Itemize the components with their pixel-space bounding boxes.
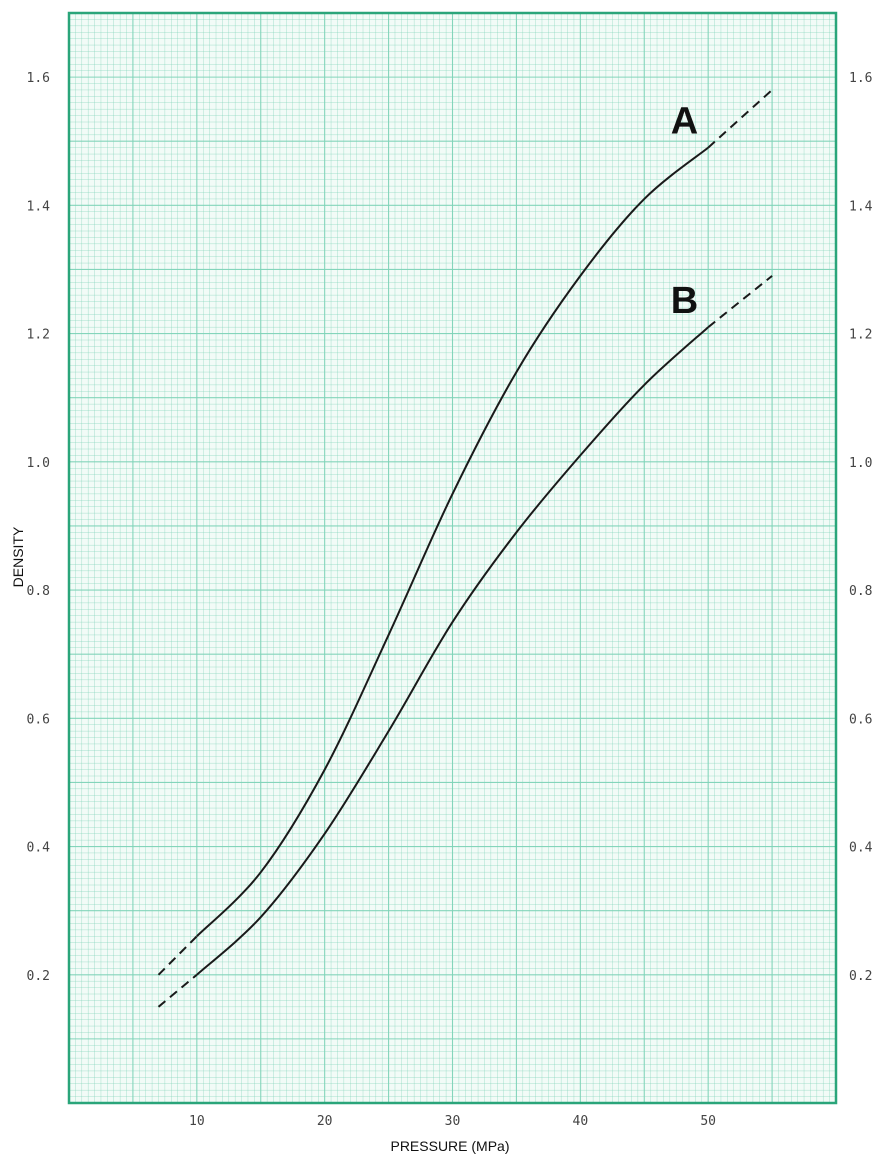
- series-a-dashed-end: [707, 89, 773, 149]
- series-b-dashed-end: [707, 275, 773, 328]
- x-axis-ticks: 10 20 30 40 50: [189, 1114, 716, 1129]
- x-tick-label: 10: [189, 1114, 205, 1129]
- y-axis-label: DENSITY: [10, 526, 26, 587]
- y-tick-label-right: 0.4: [849, 841, 873, 856]
- series-label-b: B: [671, 280, 698, 322]
- y-tick-label-left: 1.6: [27, 71, 50, 86]
- y-tick-label-left: 0.2: [27, 969, 50, 984]
- x-tick-label: 30: [445, 1114, 461, 1129]
- x-tick-label: 40: [573, 1114, 589, 1129]
- y-tick-label-left: 0.4: [27, 841, 51, 856]
- series-b-dashed-start: [157, 974, 198, 1008]
- series-label-a: A: [671, 101, 698, 143]
- series-a-line: [196, 146, 709, 938]
- y-tick-label-left: 0.8: [27, 584, 50, 599]
- y-tick-label-left: 1.0: [27, 456, 50, 471]
- y-tick-label-right: 0.6: [849, 712, 872, 727]
- series-a-dashed-start: [157, 935, 198, 976]
- x-tick-label: 20: [317, 1114, 333, 1129]
- plot-frame: [67, 11, 838, 1105]
- y-tick-label-right: 1.6: [849, 71, 872, 86]
- series-layer: AB: [157, 89, 773, 1008]
- x-tick-label: 50: [700, 1114, 716, 1129]
- y-tick-label-left: 0.6: [27, 712, 50, 727]
- x-axis-label: PRESSURE (MPa): [390, 1138, 509, 1154]
- y-tick-label-left: 1.4: [27, 199, 51, 214]
- y-tick-label-right: 1.4: [849, 199, 873, 214]
- series-b-line: [196, 326, 709, 976]
- y-axis-right-ticks: 0.2 0.4 0.6 0.8 1.0 1.2 1.4 1.6: [849, 71, 873, 984]
- y-axis-left-ticks: 0.2 0.4 0.6 0.8 1.0 1.2 1.4 1.6: [27, 71, 51, 984]
- y-tick-label-left: 1.2: [27, 328, 50, 343]
- y-tick-label-right: 0.8: [849, 584, 872, 599]
- y-tick-label-right: 0.2: [849, 969, 872, 984]
- y-tick-label-right: 1.2: [849, 328, 872, 343]
- y-tick-label-right: 1.0: [849, 456, 872, 471]
